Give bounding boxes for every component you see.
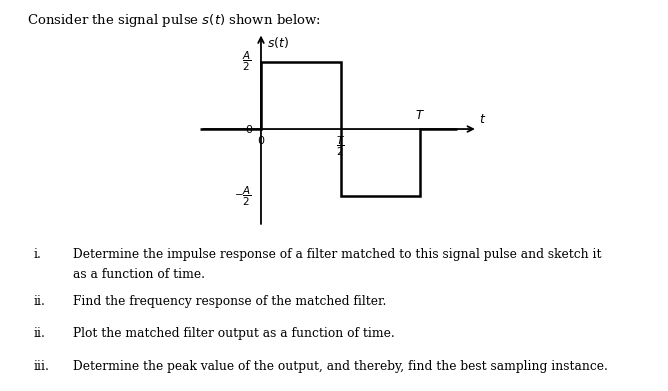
Text: Plot the matched filter output as a function of time.: Plot the matched filter output as a func…: [73, 328, 395, 341]
Text: i.: i.: [33, 248, 41, 261]
Text: $0$: $0$: [244, 123, 253, 135]
Text: ii.: ii.: [33, 296, 45, 308]
Text: iii.: iii.: [33, 360, 49, 373]
Text: $\dfrac{A}{2}$: $\dfrac{A}{2}$: [242, 50, 251, 73]
Text: Determine the peak value of the output, and thereby, find the best sampling inst: Determine the peak value of the output, …: [73, 360, 609, 373]
Text: Find the frequency response of the matched filter.: Find the frequency response of the match…: [73, 296, 387, 308]
Text: $\dfrac{T}{2}$: $\dfrac{T}{2}$: [336, 135, 345, 158]
Text: $0$: $0$: [257, 135, 265, 146]
Text: $s(t)$: $s(t)$: [267, 35, 289, 50]
Text: Determine the impulse response of a filter matched to this signal pulse and sket: Determine the impulse response of a filt…: [73, 248, 602, 261]
Text: $t$: $t$: [480, 113, 487, 126]
Text: ii.: ii.: [33, 328, 45, 341]
Text: $-\dfrac{A}{2}$: $-\dfrac{A}{2}$: [234, 185, 251, 208]
Text: as a function of time.: as a function of time.: [73, 268, 206, 281]
Text: $T$: $T$: [415, 109, 426, 122]
Text: Consider the signal pulse $s(t)$ shown below:: Consider the signal pulse $s(t)$ shown b…: [27, 12, 321, 29]
